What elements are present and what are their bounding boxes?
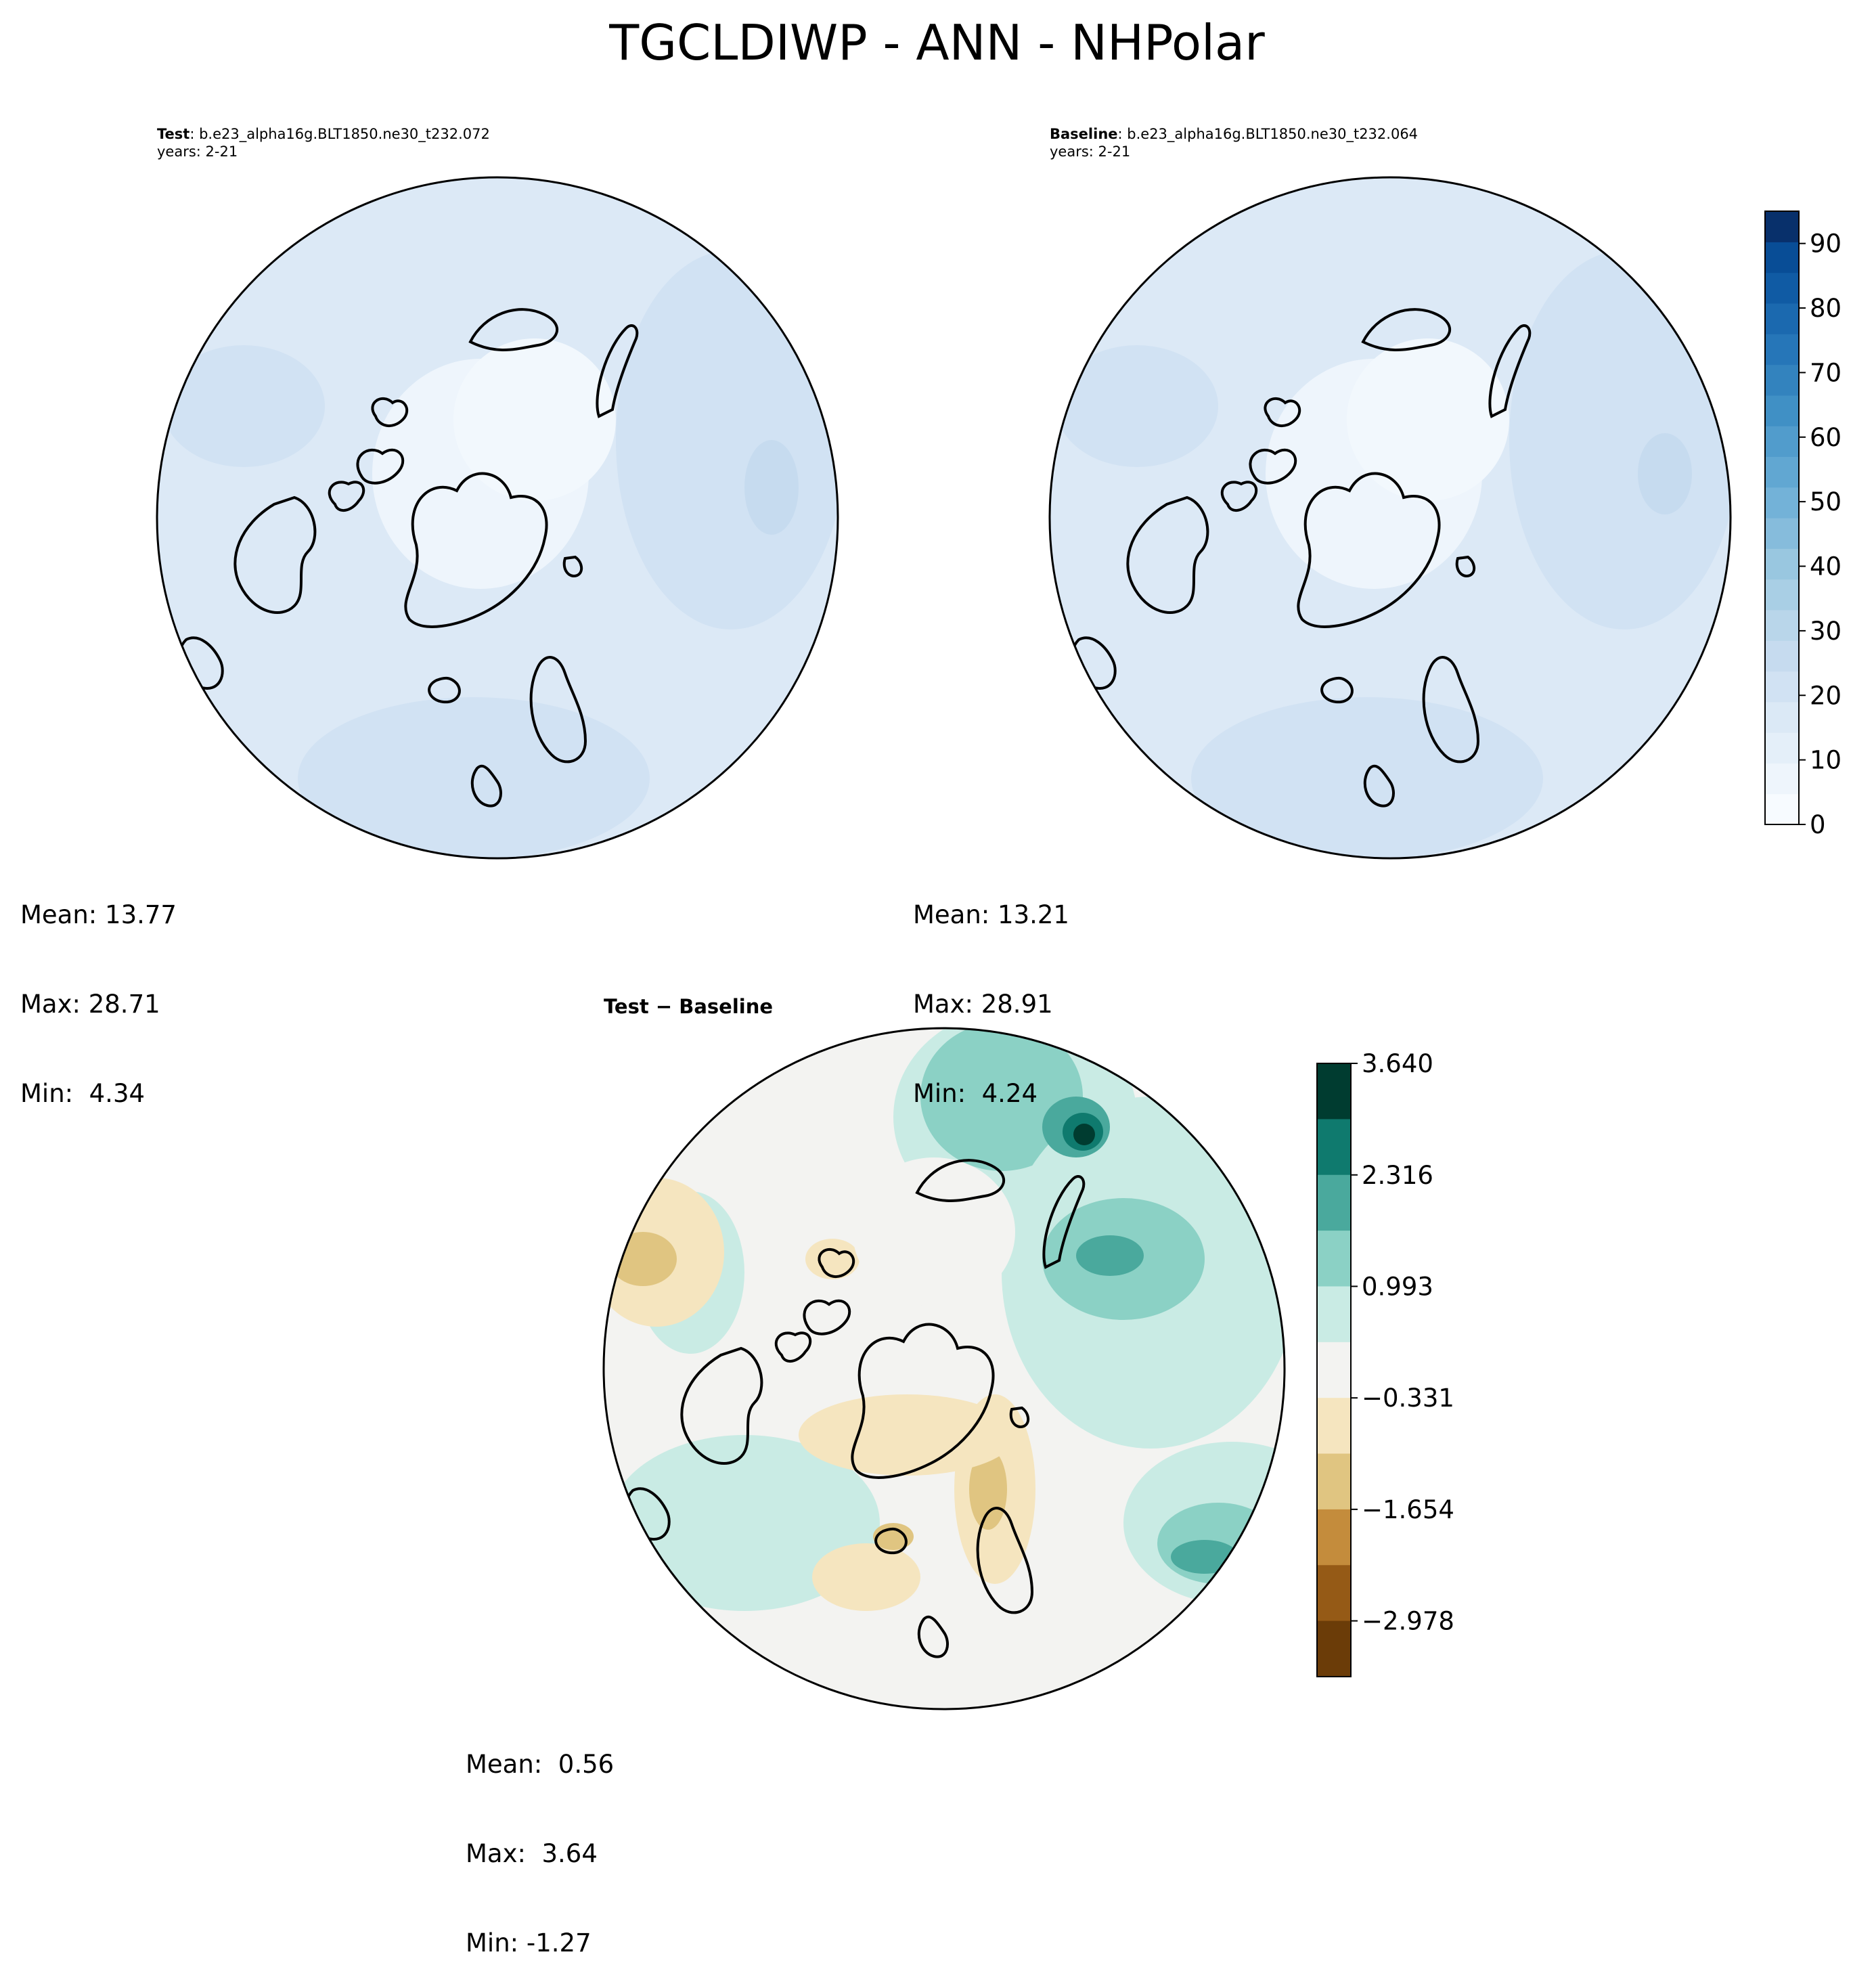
main-colorbar-segment <box>1765 303 1799 334</box>
baseline-label: Baseline <box>1050 126 1118 142</box>
test-min: Min: 4.34 <box>20 1079 146 1108</box>
main-colorbar-segment <box>1765 272 1799 304</box>
main-colorbar-segment <box>1765 763 1799 795</box>
main-colorbar-tick-label: 50 <box>1810 487 1842 516</box>
diff-colorbar-segment <box>1317 1063 1351 1120</box>
diff-map-border <box>602 1027 1286 1710</box>
main-colorbar-segment <box>1765 548 1799 580</box>
main-colorbar-segment <box>1765 579 1799 611</box>
main-colorbar-segment <box>1765 732 1799 764</box>
diff-colorbar-tick-label: −2.978 <box>1362 1607 1454 1636</box>
diff-colorbar-frame <box>1316 1063 1352 1677</box>
diff-colorbar-tick-label: 2.316 <box>1362 1161 1433 1190</box>
main-colorbar-segment <box>1765 242 1799 273</box>
main-colorbar-segment <box>1765 334 1799 366</box>
test-map-border <box>156 176 839 860</box>
main-colorbar-tick-label: 90 <box>1810 229 1842 259</box>
main-colorbar-tick-label: 40 <box>1810 552 1842 581</box>
main-colorbar-segment <box>1765 640 1799 672</box>
diff-min: Min: -1.27 <box>466 1928 592 1958</box>
test-years: years: 2-21 <box>157 143 238 160</box>
test-panel-title: Test: b.e23_alpha16g.BLT1850.ne30_t232.0… <box>157 126 490 143</box>
main-colorbar-tick-label: 10 <box>1810 746 1842 775</box>
diff-colorbar-segment <box>1317 1342 1351 1398</box>
main-colorbar-frame <box>1764 211 1800 825</box>
diff-colorbar-tick-label: 0.993 <box>1362 1272 1433 1301</box>
main-colorbar-tick-label: 70 <box>1810 358 1842 387</box>
main-colorbar-segment <box>1765 426 1799 457</box>
main-colorbar-segment <box>1765 487 1799 518</box>
diff-panel-title: Test − Baseline <box>604 995 774 1018</box>
main-colorbar-segment <box>1765 793 1799 825</box>
main-colorbar-segment <box>1765 518 1799 549</box>
main-colorbar-segment <box>1765 609 1799 641</box>
diff-colorbar: 3.640 2.316 0.993 −0.331 −1.654 −2.978 <box>1316 1049 1454 1677</box>
test-map <box>157 177 838 858</box>
diff-stats: Mean: 0.56 Max: 3.64 Min: -1.27 <box>466 1690 614 1988</box>
baseline-panel-title: Baseline: b.e23_alpha16g.BLT1850.ne30_t2… <box>1050 126 1418 143</box>
main-colorbar-segment <box>1765 364 1799 396</box>
test-mean: Mean: 13.77 <box>20 900 177 929</box>
diff-colorbar-segment <box>1317 1231 1351 1287</box>
test-stats: Mean: 13.77 Max: 28.71 Min: 4.34 <box>20 841 177 1139</box>
test-max: Max: 28.71 <box>20 990 160 1019</box>
diff-colorbar-segment <box>1317 1453 1351 1510</box>
baseline-max: Max: 28.91 <box>913 990 1053 1019</box>
diff-colorbar-segment <box>1317 1398 1351 1455</box>
diff-colorbar-segment <box>1317 1119 1351 1176</box>
baseline-map <box>1050 177 1731 858</box>
test-label: Test <box>157 126 190 142</box>
baseline-mean: Mean: 13.21 <box>913 900 1069 929</box>
baseline-map-border <box>1048 176 1732 860</box>
diff-max: Max: 3.64 <box>466 1839 598 1868</box>
diff-colorbar-segment <box>1317 1620 1351 1677</box>
figure-canvas: 0 10 20 30 40 50 60 70 80 90 3.640 2.316 0.993 −0.33… <box>156 176 1842 1710</box>
main-colorbar-tick-label: 30 <box>1810 617 1842 646</box>
main-colorbar-segment <box>1765 456 1799 488</box>
main-colorbar-tick-label: 80 <box>1810 294 1842 323</box>
baseline-stats: Mean: 13.21 Max: 28.91 Min: 4.24 <box>913 841 1069 1139</box>
baseline-min: Min: 4.24 <box>913 1079 1038 1108</box>
main-colorbar-segment <box>1765 671 1799 703</box>
test-case: : b.e23_alpha16g.BLT1850.ne30_t232.072 <box>189 126 490 142</box>
diff-colorbar-segment <box>1317 1174 1351 1231</box>
diff-colorbar-tick-label: −1.654 <box>1362 1495 1454 1524</box>
baseline-case: : b.e23_alpha16g.BLT1850.ne30_t232.064 <box>1117 126 1419 142</box>
diff-colorbar-tick-label: 3.640 <box>1362 1049 1433 1078</box>
main-colorbar-tick-label: 20 <box>1810 681 1842 710</box>
main-colorbar-tick-label: 60 <box>1810 423 1842 452</box>
main-colorbar-segment <box>1765 701 1799 733</box>
main-colorbar: 0 10 20 30 40 50 60 70 80 90 <box>1764 211 1842 839</box>
diff-colorbar-tick-label: −0.331 <box>1362 1384 1454 1413</box>
diff-colorbar-segment <box>1317 1286 1351 1343</box>
diff-colorbar-segment <box>1317 1565 1351 1622</box>
main-colorbar-segment <box>1765 211 1799 242</box>
main-colorbar-segment <box>1765 395 1799 426</box>
diff-colorbar-segment <box>1317 1509 1351 1566</box>
figure-title: TGCLDIWP - ANN - NHPolar <box>609 14 1265 71</box>
main-colorbar-tick-label: 0 <box>1810 810 1826 839</box>
diff-mean: Mean: 0.56 <box>466 1750 615 1779</box>
baseline-years: years: 2-21 <box>1050 143 1131 160</box>
